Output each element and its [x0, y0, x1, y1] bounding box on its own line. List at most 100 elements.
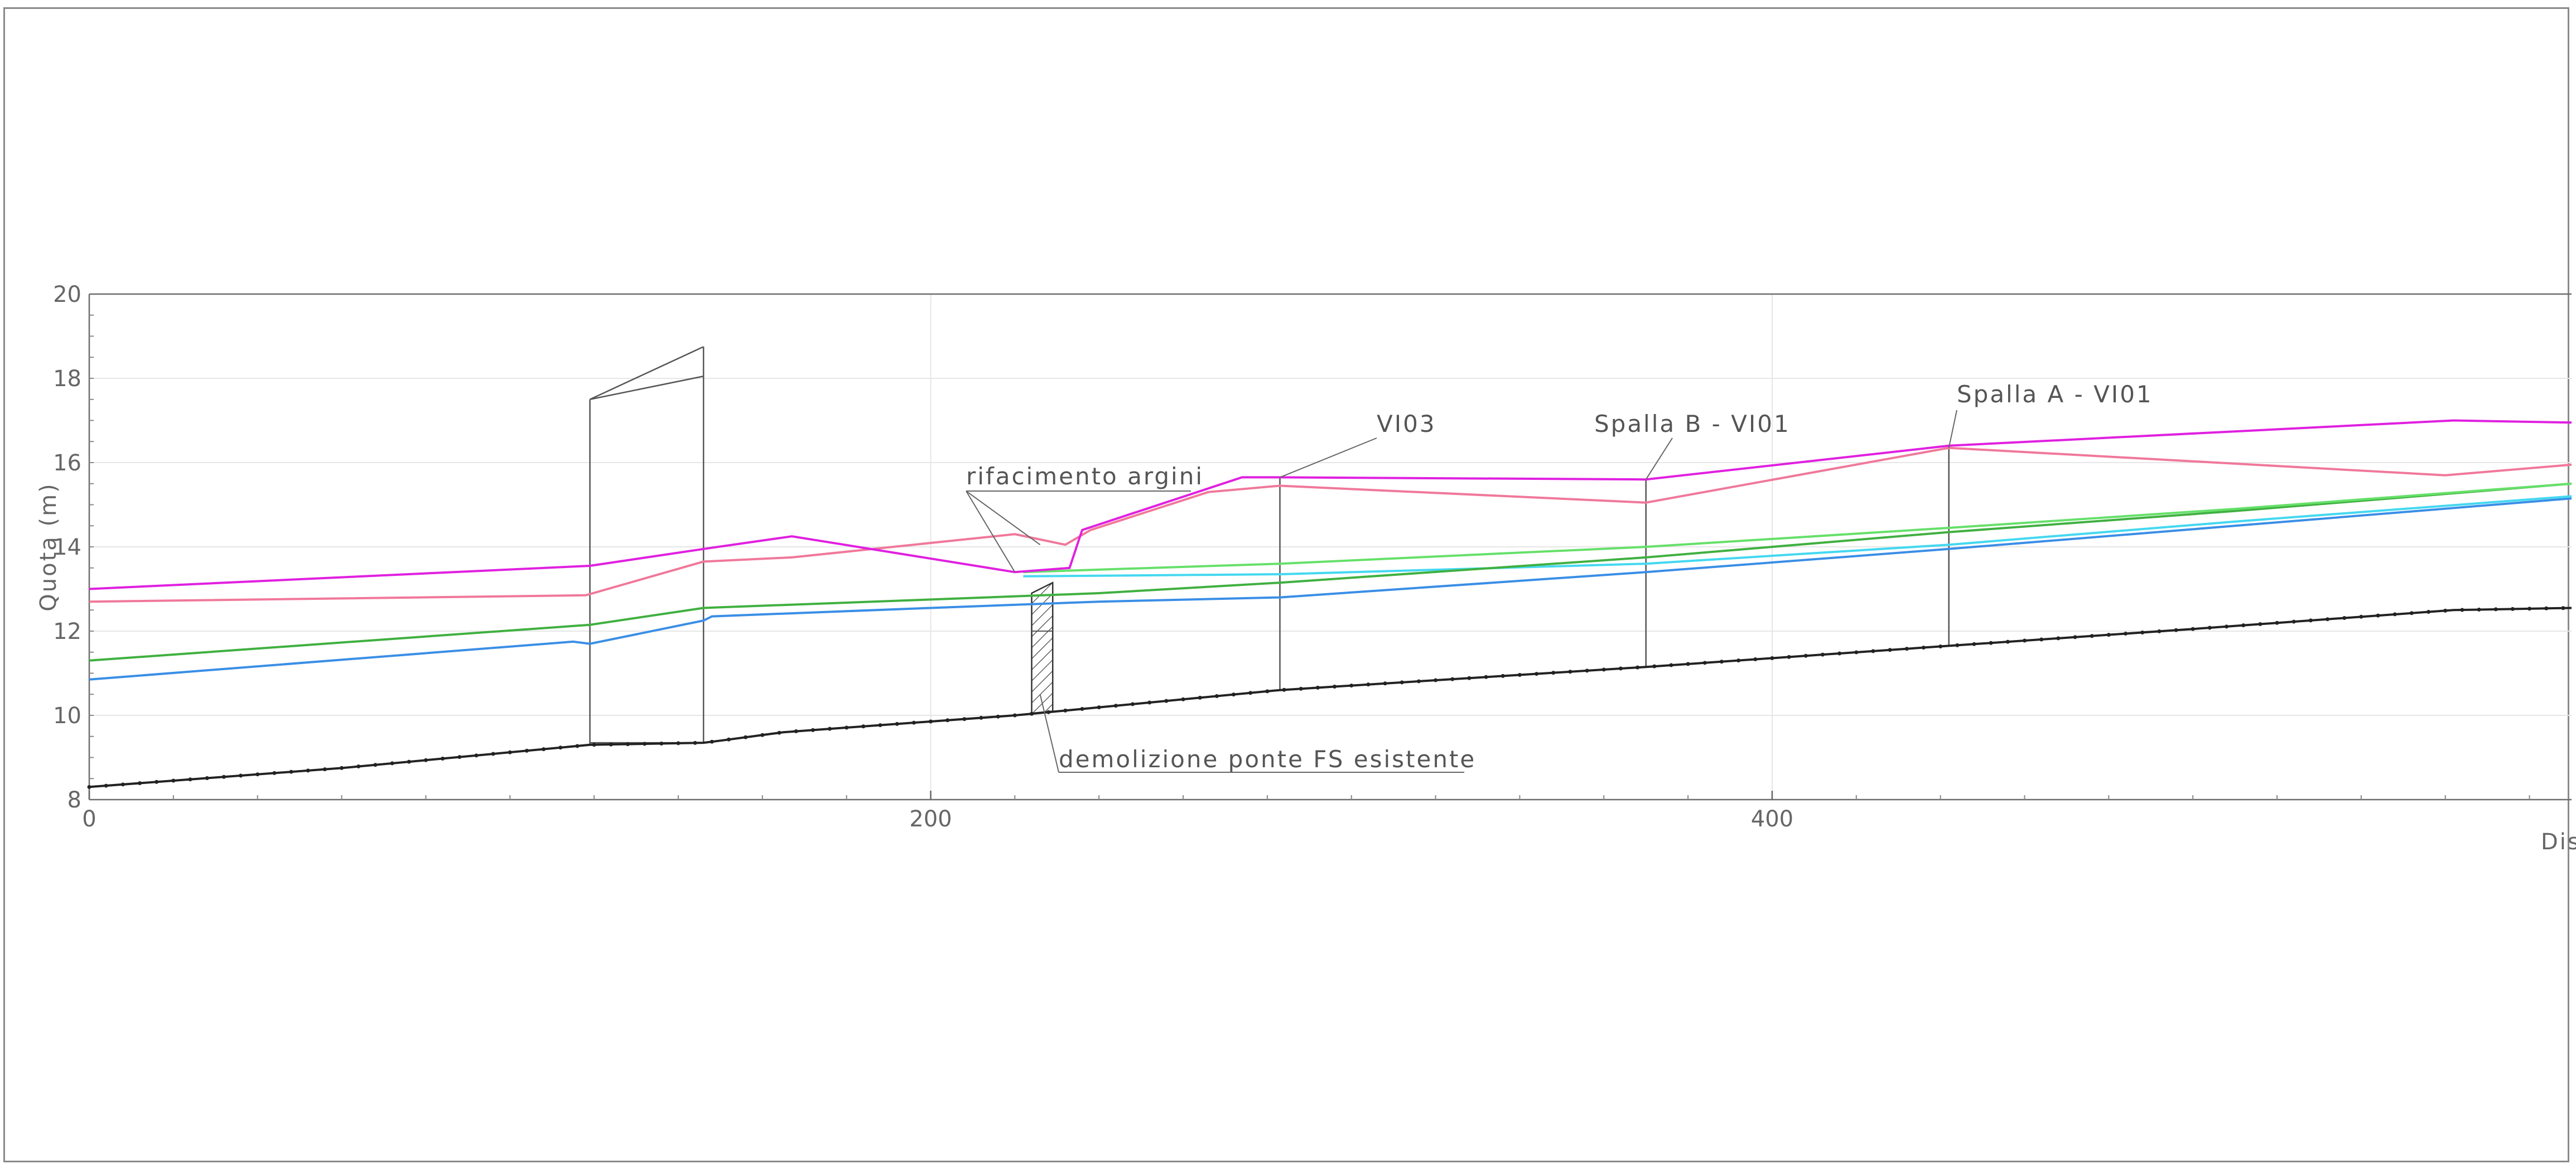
ground-survey-point: [138, 781, 142, 786]
series-line-ciano: [1023, 495, 2572, 578]
ground-survey-point: [827, 727, 832, 731]
x-axis-title: Dis: [2541, 829, 2576, 855]
ground-survey-point: [2056, 636, 2061, 641]
ground-survey-point: [1652, 664, 1657, 668]
ground-survey-point: [2174, 628, 2178, 632]
x-tick-label: 0: [82, 806, 96, 832]
ground-survey-point: [1214, 694, 1219, 698]
ground-survey-point: [625, 742, 630, 747]
ground-survey-point: [2376, 613, 2380, 618]
ground-survey-point: [710, 739, 714, 744]
ground-survey-point: [979, 715, 983, 720]
leader-ponte: [1039, 694, 1059, 773]
ground-survey-point: [340, 766, 344, 770]
ground-survey-point: [1366, 682, 1371, 687]
ground-survey-point: [2225, 624, 2229, 629]
ground-survey-point: [726, 737, 731, 742]
annotation-demolizione-ponte: demolizione ponte FS esistente: [1059, 745, 1476, 773]
ground-survey-point: [1719, 660, 1724, 664]
ground-survey-point: [1248, 691, 1253, 695]
ground-survey-point: [1585, 668, 1589, 673]
ground-survey-point: [205, 776, 209, 780]
y-tick-label: 10: [53, 703, 81, 729]
ground-survey-point: [221, 775, 226, 779]
ground-survey-point: [643, 742, 647, 746]
ground-survey-point: [2207, 626, 2212, 630]
ground-survey-point: [1888, 648, 1892, 652]
ground-survey-point: [171, 778, 176, 783]
ground-survey-point: [777, 730, 782, 735]
ground-survey-point: [1450, 677, 1455, 681]
ground-survey-point: [1517, 672, 1522, 677]
ground-survey-point: [2544, 606, 2549, 610]
ground-survey-point: [1333, 684, 1337, 689]
ground-survey-point: [2510, 607, 2515, 611]
ground-survey-point: [2392, 612, 2397, 617]
ground-survey-point: [1467, 676, 1472, 680]
ground-survey-point: [1989, 641, 1993, 645]
ground-survey-point: [1568, 670, 1572, 674]
ground-survey-point: [2493, 607, 2498, 612]
annotation-spalla-b: Spalla B - VI01: [1594, 410, 1791, 437]
ground-survey-point: [1636, 665, 1640, 670]
ground-survey-point: [1921, 646, 1926, 650]
series-lines: [87, 419, 2572, 789]
ground-survey-point: [491, 752, 495, 756]
ground-survey-point: [693, 740, 697, 745]
ground-survey-point: [1551, 671, 1556, 675]
ground-survey-point: [87, 785, 91, 789]
y-tick-label: 12: [53, 619, 81, 644]
ground-survey-point: [962, 717, 967, 722]
ground-survey-point: [1618, 666, 1623, 671]
ground-survey-point: [1416, 679, 1421, 684]
ground-survey-point: [390, 761, 394, 766]
ground-survey-point: [1198, 695, 1202, 700]
leader-argini-left: [966, 490, 1016, 573]
ground-survey-point: [1753, 657, 1758, 662]
series-line-verde-chiaro: [1023, 482, 2572, 574]
ground-survey-point: [744, 735, 748, 739]
ground-survey-point: [1063, 708, 1068, 713]
ground-survey-point: [1871, 649, 1875, 653]
series-line-rosa: [89, 446, 2572, 603]
ground-survey-point: [322, 767, 327, 772]
ground-survey-point: [592, 743, 596, 747]
ground-survey-point: [2022, 638, 2027, 643]
ground-survey-point: [1012, 713, 1017, 718]
ground-survey-point: [524, 748, 529, 753]
ground-survey-point: [928, 719, 933, 724]
y-tick-label: 18: [53, 366, 81, 392]
leader-vi03: [1280, 437, 1377, 478]
ground-survey-point: [1501, 674, 1505, 678]
annotations: VI03 Spalla B - VI01 Spalla A - VI01 rif…: [966, 381, 2152, 773]
ground-survey-point: [1434, 678, 1438, 682]
ground-survey-point: [878, 723, 882, 728]
ground-survey-point: [1383, 681, 1387, 686]
structures: [589, 346, 1950, 745]
ground-survey-point: [441, 756, 445, 761]
ground-survey-point: [2039, 637, 2044, 642]
ground-survey-point: [2191, 627, 2195, 631]
ground-survey-point: [558, 745, 563, 750]
ground-survey-point: [2342, 615, 2347, 620]
x-tick-label: 200: [909, 806, 952, 832]
leader-spalla-a: [1948, 410, 1957, 448]
grid: [89, 294, 2572, 800]
ground-survey-point: [1803, 653, 1808, 658]
ground-survey-point: [1131, 702, 1135, 706]
ground-survey-point: [895, 722, 899, 726]
y-tick-label: 8: [67, 787, 81, 813]
ground-survey-point: [760, 733, 765, 737]
ground-survey-point: [188, 777, 192, 782]
ground-survey-point: [289, 769, 293, 774]
structure-top-line: [590, 346, 704, 400]
ground-survey-point: [1601, 667, 1606, 672]
ground-survey-point: [373, 763, 378, 767]
ground-survey-point: [659, 741, 664, 745]
series-line-magenta: [89, 419, 2572, 590]
ground-survey-point: [1854, 650, 1859, 655]
leader-argini-right: [966, 490, 1041, 546]
ground-survey-point: [2527, 607, 2532, 611]
ground-survey-point: [1029, 711, 1034, 716]
